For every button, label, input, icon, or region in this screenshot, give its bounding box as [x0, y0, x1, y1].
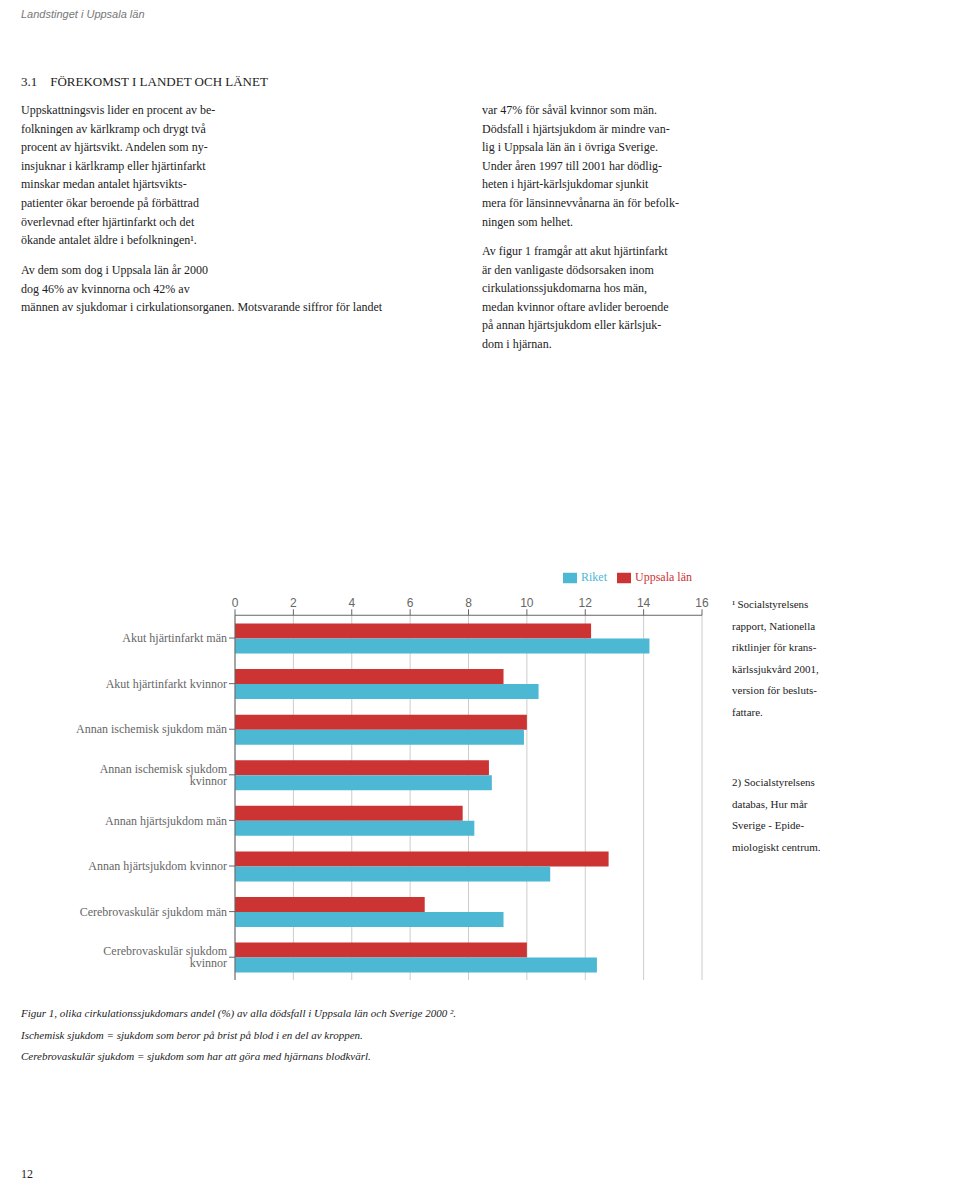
svg-text:12: 12 — [579, 596, 593, 610]
html-text:3.1 FÖREKOMST I LANDET OCH LÄN: 3.1 FÖREKOMST I LANDET OCH LÄNET — [21, 74, 268, 89]
html-text:ningen som helhet.: ningen som helhet. — [482, 214, 573, 229]
html-text:procent av hjärtsvikt. Andelen: procent av hjärtsvikt. Andelen som ny- — [21, 140, 208, 155]
svg-text:6: 6 — [407, 596, 414, 610]
html-text:på annan hjärtsjukdom eller kä: på annan hjärtsjukdom eller kärlsjuk- — [482, 318, 662, 333]
html-text:databas, Hur mår: databas, Hur mår — [732, 797, 808, 810]
html-text:Dödsfall i hjärtsjukdom är min: Dödsfall i hjärtsjukdom är mindre van- — [482, 121, 670, 136]
html-text:miologiskt centrum.: miologiskt centrum. — [732, 840, 821, 853]
html-text:heten i hjärt-kärlsjukdomar sj: heten i hjärt-kärlsjukdomar sjunkit — [482, 177, 649, 192]
svg-text:8: 8 — [465, 596, 472, 610]
html-text:Av dem som dog i Uppsala län å: Av dem som dog i Uppsala län år 2000 — [21, 263, 209, 277]
svg-text:Annan ischemisk sjukdom män: Annan ischemisk sjukdom män — [76, 722, 227, 736]
html-text:var 47% för såväl kvinnor som: var 47% för såväl kvinnor som män. — [482, 103, 657, 117]
html-text:Sverige - Epide-: Sverige - Epide- — [732, 819, 805, 832]
svg-text:Annan ischemisk sjukdomkvinnor: Annan ischemisk sjukdomkvinnor — [100, 762, 228, 788]
svg-text:14: 14 — [637, 596, 651, 610]
html-text:Cerebrovaskulär sjukdom = sjuk: Cerebrovaskulär sjukdom = sjukdom som ha… — [21, 1050, 371, 1063]
html-text:insjuknar i kärlkramp eller hj: insjuknar i kärlkramp eller hjärtinfarkt — [21, 158, 206, 173]
svg-text:2: 2 — [290, 596, 297, 610]
html-text:minskar medan antalet hjärtsvi: minskar medan antalet hjärtsvikts- — [21, 177, 187, 192]
html-text:medan kvinnor oftare avlider b: medan kvinnor oftare avlider beroende — [482, 299, 669, 314]
html-text:12: 12 — [21, 1167, 33, 1181]
svg-text:Cerebrovaskulär sjukdom män: Cerebrovaskulär sjukdom män — [80, 905, 227, 919]
html-text:Landstinget i Uppsala län: Landstinget i Uppsala län — [21, 8, 145, 20]
svg-text:Annan hjärtsjukdom kvinnor: Annan hjärtsjukdom kvinnor — [88, 859, 227, 873]
html-text:dom i hjärnan.: dom i hjärnan. — [482, 337, 552, 351]
html-text:Av figur 1 framgår att akut hj: Av figur 1 framgår att akut hjärtinfarkt — [482, 244, 668, 258]
html-text:dog 46% av kvinnorna och 42% a: dog 46% av kvinnorna och 42% av — [21, 281, 190, 296]
svg-text:16: 16 — [695, 596, 709, 610]
html-text:riktlinjer för krans-: riktlinjer för krans- — [732, 641, 817, 654]
html-text:Figur 1, olika cirkulationssju: Figur 1, olika cirkulationssjukdomars an… — [21, 1007, 456, 1019]
html-text:patienter ökar beroende på för: patienter ökar beroende på förbättrad — [21, 196, 199, 210]
html-text:Uppsala län: Uppsala län — [635, 570, 692, 584]
html-text:Riket: Riket — [581, 570, 607, 584]
html-text:kärlssjukvård 2001,: kärlssjukvård 2001, — [732, 662, 819, 675]
svg-text:Akut hjärtinfarkt män: Akut hjärtinfarkt män — [122, 631, 227, 645]
html-text:lig i Uppsala län än i övriga: lig i Uppsala län än i övriga Sverige. — [482, 140, 658, 155]
html-text:Ischemisk sjukdom = sjukdom so: Ischemisk sjukdom = sjukdom som beror på… — [21, 1028, 363, 1041]
svg-text:0: 0 — [232, 596, 239, 610]
html-text:överlevnad efter hjärtinfarkt: överlevnad efter hjärtinfarkt och det — [21, 214, 195, 229]
svg-text:Annan hjärtsjukdom män: Annan hjärtsjukdom män — [105, 814, 227, 828]
svg-text:Akut hjärtinfarkt kvinnor: Akut hjärtinfarkt kvinnor — [106, 677, 227, 691]
html-text:fattare.: fattare. — [732, 706, 763, 718]
html-text:version för besluts-: version för besluts- — [732, 684, 817, 697]
html-text:Under åren 1997 till 2001 har: Under åren 1997 till 2001 har dödlig- — [482, 158, 662, 173]
html-text:Uppskattningsvis lider en proc: Uppskattningsvis lider en procent av be- — [21, 103, 216, 117]
svg-text:Cerebrovaskulär sjukdomkvinnor: Cerebrovaskulär sjukdomkvinnor — [103, 944, 227, 970]
html-text:folkningen av kärlkramp och dr: folkningen av kärlkramp och drygt två — [21, 121, 206, 136]
html-text:cirkulationssjukdomarna hos mä: cirkulationssjukdomarna hos män, — [482, 281, 647, 296]
html-text:2) Socialstyrelsens: 2) Socialstyrelsens — [732, 776, 815, 788]
html-text:¹ Socialstyrelsens: ¹ Socialstyrelsens — [732, 598, 809, 610]
html-text:männen av sjukdomar i cirkulat: männen av sjukdomar i cirkulationsorgane… — [21, 300, 383, 315]
html-text:ökande antalet äldre i befolkn: ökande antalet äldre i befolkningen¹. — [21, 233, 197, 248]
html-text:är den vanligaste dödsorsaken: är den vanligaste dödsorsaken inom — [482, 262, 654, 277]
html-text:mera för länsinnevvånarna än f: mera för länsinnevvånarna än för befolk- — [482, 196, 679, 210]
svg-text:10: 10 — [520, 596, 534, 610]
html-text:rapport, Nationella: rapport, Nationella — [732, 619, 816, 632]
svg-text:4: 4 — [348, 596, 355, 610]
